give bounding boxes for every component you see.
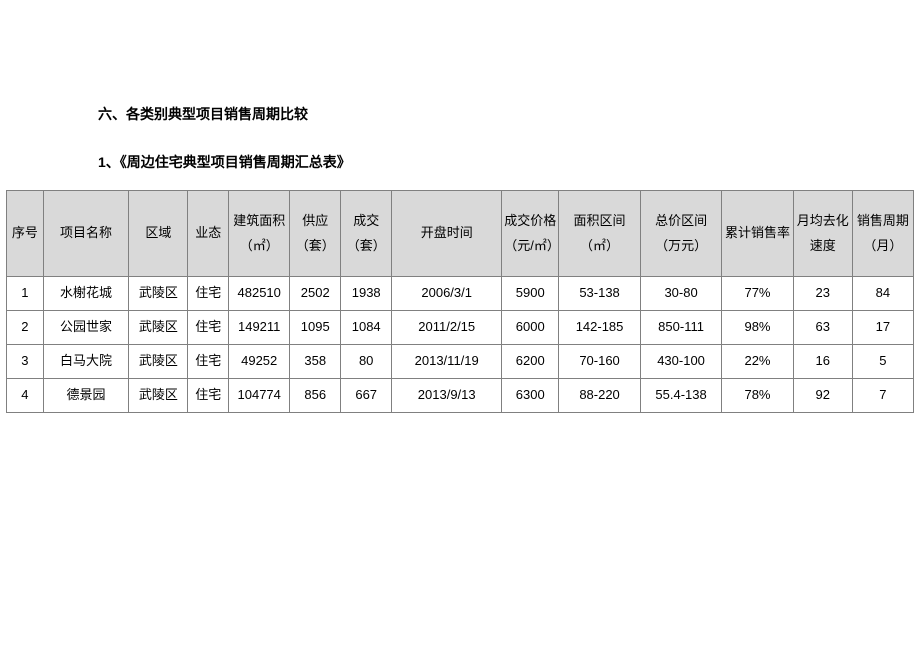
table-cell: 16	[793, 345, 852, 379]
table-cell: 住宅	[188, 379, 229, 413]
table-cell: 5	[852, 345, 913, 379]
table-cell: 2013/11/19	[392, 345, 502, 379]
table-cell: 142-185	[559, 311, 641, 345]
table-cell: 104774	[229, 379, 290, 413]
table-row: 4德景园武陵区住宅1047748566672013/9/13630088-220…	[7, 379, 914, 413]
table-cell: 430-100	[640, 345, 722, 379]
table-cell: 2006/3/1	[392, 277, 502, 311]
table-cell: 856	[290, 379, 341, 413]
table-body: 1水榭花城武陵区住宅482510250219382006/3/1590053-1…	[7, 277, 914, 413]
table-cell: 6200	[502, 345, 559, 379]
table-cell: 23	[793, 277, 852, 311]
table-cell: 84	[852, 277, 913, 311]
table-header-row: 序号 项目名称 区域 业态 建筑面积（㎡） 供应（套） 成交（套） 开盘时间 成…	[7, 191, 914, 277]
col-header: 面积区间（㎡）	[559, 191, 641, 277]
table-cell: 1084	[341, 311, 392, 345]
col-header: 累计销售率	[722, 191, 793, 277]
table-cell: 1095	[290, 311, 341, 345]
table-cell: 2502	[290, 277, 341, 311]
table-cell: 武陵区	[129, 345, 188, 379]
table-cell: 17	[852, 311, 913, 345]
table-cell: 70-160	[559, 345, 641, 379]
col-header: 建筑面积（㎡）	[229, 191, 290, 277]
table-cell: 55.4-138	[640, 379, 722, 413]
table-cell: 1	[7, 277, 44, 311]
col-header: 开盘时间	[392, 191, 502, 277]
table-cell: 63	[793, 311, 852, 345]
table-cell: 98%	[722, 311, 793, 345]
section-heading: 六、各类别典型项目销售周期比较	[98, 104, 920, 124]
table-cell: 2011/2/15	[392, 311, 502, 345]
table-cell: 1938	[341, 277, 392, 311]
table-cell: 6300	[502, 379, 559, 413]
table-cell: 4	[7, 379, 44, 413]
table-cell: 78%	[722, 379, 793, 413]
table-cell: 德景园	[43, 379, 129, 413]
table-cell: 49252	[229, 345, 290, 379]
table-cell: 5900	[502, 277, 559, 311]
table-cell: 住宅	[188, 345, 229, 379]
table-row: 3白马大院武陵区住宅49252358802013/11/19620070-160…	[7, 345, 914, 379]
table-row: 2公园世家武陵区住宅149211109510842011/2/156000142…	[7, 311, 914, 345]
table-cell: 53-138	[559, 277, 641, 311]
table-cell: 3	[7, 345, 44, 379]
table-cell: 92	[793, 379, 852, 413]
col-header: 项目名称	[43, 191, 129, 277]
table-cell: 武陵区	[129, 311, 188, 345]
col-header: 区域	[129, 191, 188, 277]
table-cell: 白马大院	[43, 345, 129, 379]
table-cell: 2013/9/13	[392, 379, 502, 413]
table-cell: 667	[341, 379, 392, 413]
table-cell: 358	[290, 345, 341, 379]
col-header: 业态	[188, 191, 229, 277]
table-cell: 80	[341, 345, 392, 379]
table-cell: 149211	[229, 311, 290, 345]
col-header: 总价区间（万元）	[640, 191, 722, 277]
col-header: 序号	[7, 191, 44, 277]
col-header: 成交（套）	[341, 191, 392, 277]
table-cell: 77%	[722, 277, 793, 311]
table-cell: 住宅	[188, 311, 229, 345]
table-cell: 850-111	[640, 311, 722, 345]
col-header: 月均去化速度	[793, 191, 852, 277]
table-cell: 公园世家	[43, 311, 129, 345]
col-header: 成交价格（元/㎡）	[502, 191, 559, 277]
table-cell: 482510	[229, 277, 290, 311]
col-header: 供应（套）	[290, 191, 341, 277]
col-header: 销售周期（月）	[852, 191, 913, 277]
subsection-heading: 1、《周边住宅典型项目销售周期汇总表》	[98, 152, 920, 172]
table-cell: 武陵区	[129, 379, 188, 413]
table-cell: 6000	[502, 311, 559, 345]
table-cell: 2	[7, 311, 44, 345]
table-cell: 22%	[722, 345, 793, 379]
table-cell: 武陵区	[129, 277, 188, 311]
table-cell: 7	[852, 379, 913, 413]
table-cell: 水榭花城	[43, 277, 129, 311]
table-cell: 住宅	[188, 277, 229, 311]
table-cell: 30-80	[640, 277, 722, 311]
table-cell: 88-220	[559, 379, 641, 413]
table-row: 1水榭花城武陵区住宅482510250219382006/3/1590053-1…	[7, 277, 914, 311]
sales-cycle-table: 序号 项目名称 区域 业态 建筑面积（㎡） 供应（套） 成交（套） 开盘时间 成…	[6, 190, 914, 413]
